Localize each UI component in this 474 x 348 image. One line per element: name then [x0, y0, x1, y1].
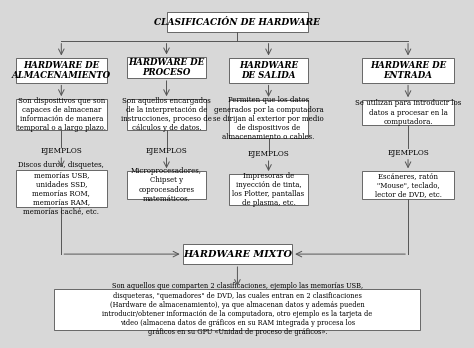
Text: Discos duros, disquetes,
memorías USB,
unidades SSD,
memorías ROM,
memorías RAM,: Discos duros, disquetes, memorías USB, u…: [18, 161, 104, 215]
Text: CLASIFICACIÓN DE HARDWARE: CLASIFICACIÓN DE HARDWARE: [155, 18, 320, 26]
Text: HARDWARE
DE SALIDA: HARDWARE DE SALIDA: [239, 61, 298, 80]
Text: Son dispositivos que son
capaces de almacenar
información de manera
temporal o a: Son dispositivos que son capaces de alma…: [17, 97, 106, 133]
FancyBboxPatch shape: [55, 289, 420, 330]
Text: EJEMPLOS: EJEMPLOS: [146, 147, 187, 155]
Text: Microprocesadores,
Chipset y
coprocesadores
matemáticos.: Microprocesadores, Chipset y coprocesado…: [131, 167, 202, 203]
FancyBboxPatch shape: [127, 57, 206, 78]
Text: HARDWARE MIXTO: HARDWARE MIXTO: [183, 250, 292, 259]
FancyBboxPatch shape: [229, 58, 308, 82]
Text: HARDWARE DE
PROCESO: HARDWARE DE PROCESO: [128, 58, 205, 77]
Text: Se utilizan para introducir los
datos a procesar en la
computadora.: Se utilizan para introducir los datos a …: [355, 99, 461, 126]
FancyBboxPatch shape: [127, 99, 206, 130]
Text: EJEMPLOS: EJEMPLOS: [247, 150, 290, 158]
FancyBboxPatch shape: [166, 12, 308, 32]
FancyBboxPatch shape: [182, 244, 292, 264]
FancyBboxPatch shape: [229, 174, 308, 205]
Text: HARDWARE DE
ALMACENAMIENTO: HARDWARE DE ALMACENAMIENTO: [12, 61, 111, 80]
FancyBboxPatch shape: [229, 100, 308, 138]
FancyBboxPatch shape: [362, 58, 454, 82]
FancyBboxPatch shape: [362, 171, 454, 199]
Text: Permiten que los datos
generados por la computadora
se dirijan al exterior por m: Permiten que los datos generados por la …: [213, 96, 324, 141]
FancyBboxPatch shape: [362, 100, 454, 125]
Text: Escáneres, ratón
"Mouse", teclado,
lector de DVD, etc.: Escáneres, ratón "Mouse", teclado, lecto…: [374, 172, 442, 198]
Text: EJEMPLOS: EJEMPLOS: [40, 147, 82, 155]
FancyBboxPatch shape: [16, 99, 107, 130]
Text: Impresoras de
inyección de tinta,
los Plotter, pantallas
de plasma, etc.: Impresoras de inyección de tinta, los Pl…: [232, 172, 305, 207]
FancyBboxPatch shape: [127, 171, 206, 199]
Text: HARDWARE DE
ENTRADA: HARDWARE DE ENTRADA: [370, 61, 446, 80]
Text: Son aquellos encargados
de la interpretación de
instrucciones, proceso de
cálcul: Son aquellos encargados de la interpreta…: [121, 97, 212, 133]
FancyBboxPatch shape: [16, 58, 107, 82]
Text: EJEMPLOS: EJEMPLOS: [387, 149, 429, 157]
FancyBboxPatch shape: [16, 171, 107, 207]
Text: Son aquellos que comparten 2 clasificaciones, ejemplo las memorías USB,
disquete: Son aquellos que comparten 2 clasificaci…: [102, 282, 373, 336]
